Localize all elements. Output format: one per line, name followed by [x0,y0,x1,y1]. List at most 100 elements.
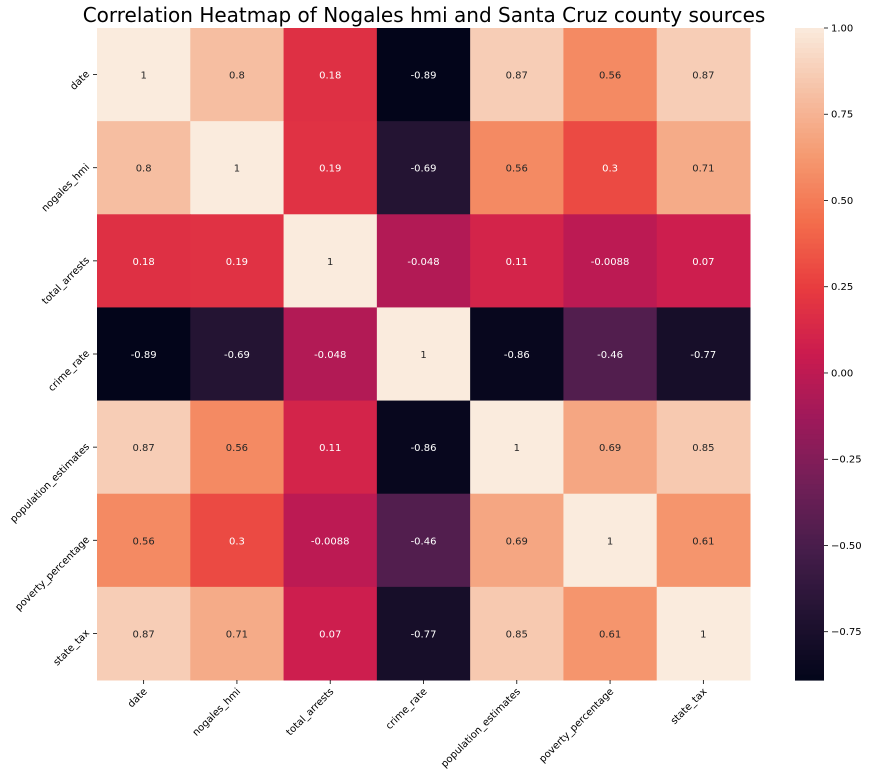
colorbar-segment [795,394,824,400]
colorbar-segment [795,308,824,315]
colorbar-segment [795,514,824,521]
colorbar-segment [795,138,824,144]
heatmap-cell [376,493,471,588]
colorbar-segment [795,564,824,571]
colorbar-segment [795,374,824,380]
colorbar-segment [795,389,824,395]
x-tick-label: poverty_percentage [537,686,616,765]
y-tick-label: poverty_percentage [13,535,92,614]
colorbar-segment [795,524,824,531]
colorbar-segment [795,649,824,656]
colorbar-tick-label: 0.75 [831,110,853,121]
heatmap-cell [190,493,285,588]
cell-value-label: 0.3 [602,164,618,175]
cell-value-label: 0.69 [506,536,528,547]
chart-title: Correlation Heatmap of Nogales hmi and S… [83,3,766,27]
heatmap-cell [656,307,751,402]
x-tick-label: state_tax [669,686,710,727]
colorbar-segment [795,98,824,104]
colorbar-segment [795,469,824,475]
cell-value-label: 0.19 [226,257,248,268]
colorbar-segment [795,529,824,536]
heatmap-cell [656,493,751,588]
colorbar-segment [795,58,824,64]
colorbar-segment [795,93,824,99]
cell-value-label: 0.87 [506,71,528,82]
cell-value-label: -0.048 [407,257,439,268]
cell-value-label: -0.0088 [591,257,630,268]
cell-value-label: 0.56 [599,71,621,82]
colorbar-segment [795,674,824,681]
cell-value-label: -0.46 [411,536,437,547]
heatmap-cell [470,214,564,308]
colorbar-segment [795,499,824,506]
colorbar-segment [795,293,824,300]
colorbar-segment [795,354,824,360]
colorbar-segment [795,449,824,455]
colorbar-tick-label: −0.75 [831,627,862,638]
cell-value-label: 0.61 [599,629,621,640]
colorbar-segment [795,233,824,240]
heatmap-cell [470,121,564,215]
colorbar-segment [795,323,824,330]
cell-value-label: 0.69 [599,443,621,454]
colorbar-segment [795,444,824,450]
cell-value-label: 0.11 [319,443,341,454]
colorbar-segment [795,198,824,205]
colorbar-tick-label: −0.25 [831,455,862,466]
colorbar-segment [795,223,824,230]
y-tick-label: total_arrests [40,255,92,307]
heatmap-cell [97,28,191,122]
colorbar-segment [795,604,824,611]
colorbar-tick-label: 0.25 [831,282,853,293]
colorbar-segment [795,639,824,646]
y-tick-label: date [68,69,92,93]
cell-value-label: 0.56 [133,536,155,547]
heatmap-cell [97,400,191,495]
colorbar-segment [795,504,824,511]
colorbar-segment [795,404,824,410]
colorbar-segment [795,484,824,491]
heatmap-cell [563,214,658,308]
cell-value-label: 0.56 [506,164,528,175]
colorbar-segment [795,238,824,245]
cell-value-label: 1 [514,443,520,454]
cell-value-label: 1 [607,536,613,547]
colorbar-segment [795,103,824,109]
heatmap-cell [563,121,658,215]
cell-value-label: 0.85 [692,443,714,454]
colorbar-segment [795,78,824,84]
colorbar-segment [795,379,824,385]
colorbar-segment [795,589,824,596]
colorbar-tick-label: 0.50 [831,196,853,207]
heatmap-cell [97,493,191,588]
colorbar-segment [795,328,824,335]
colorbar-segment [795,369,824,375]
colorbar-segment [795,479,824,485]
colorbar-segment [795,634,824,641]
cell-value-label: 0.71 [226,629,248,640]
colorbar-segment [795,399,824,405]
cell-value-label: 0.07 [692,257,714,268]
colorbar-tick-label: −0.50 [831,541,862,552]
colorbar-segment [795,519,824,526]
colorbar-segment [795,664,824,671]
y-tick-label: population_estimates [8,441,92,525]
heatmap-cell [190,400,285,495]
colorbar-segment [795,313,824,320]
cell-value-label: -0.0088 [311,536,350,547]
cell-value-label: 1 [700,629,706,640]
colorbar-segment [795,654,824,661]
colorbar-segment [795,203,824,210]
heatmap-cell [656,214,751,308]
colorbar-segment [795,133,824,139]
colorbar-segment [795,489,824,496]
heatmap-cell [190,586,285,681]
colorbar-segment [795,118,824,124]
heatmap-cell [97,214,191,308]
colorbar-segment [795,429,824,435]
colorbar-tick-label: 0.00 [831,368,853,379]
colorbar-segment [795,63,824,69]
colorbar-segment [795,53,824,59]
